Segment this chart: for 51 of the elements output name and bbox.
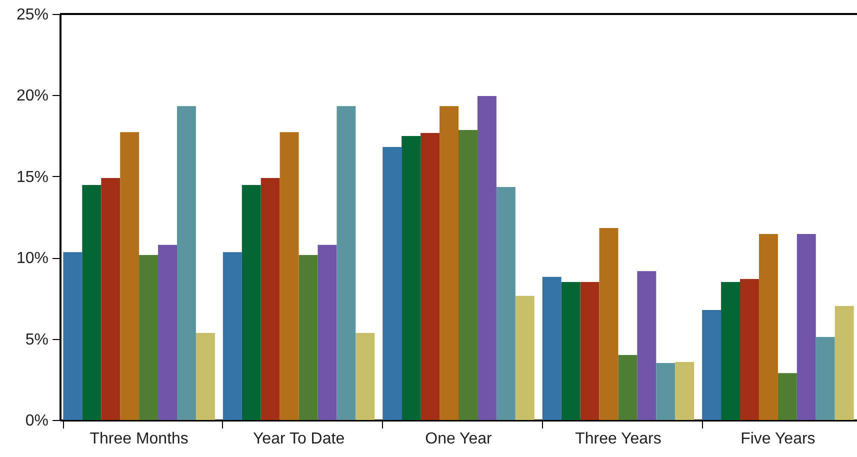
bar bbox=[63, 252, 82, 420]
bar bbox=[120, 132, 140, 420]
y-tick-label: 15% bbox=[16, 168, 48, 186]
bar bbox=[298, 255, 318, 420]
bar bbox=[834, 306, 854, 420]
bar bbox=[496, 186, 516, 420]
x-tick-label: Five Years bbox=[740, 430, 816, 448]
bar bbox=[618, 355, 638, 420]
bar bbox=[222, 252, 242, 420]
bar bbox=[816, 337, 835, 420]
bar bbox=[796, 234, 816, 420]
bar bbox=[260, 178, 280, 420]
bar bbox=[382, 147, 402, 420]
bar bbox=[196, 332, 215, 420]
bar bbox=[758, 234, 778, 420]
bar bbox=[280, 132, 299, 420]
bar bbox=[515, 296, 534, 420]
y-tick-label: 0% bbox=[25, 412, 48, 430]
bar bbox=[675, 362, 694, 420]
y-tick-label: 25% bbox=[16, 6, 48, 24]
bar bbox=[242, 185, 261, 420]
bar bbox=[336, 106, 356, 420]
bar bbox=[721, 282, 740, 420]
bar bbox=[458, 130, 478, 420]
x-tick-label: Three Months bbox=[90, 430, 188, 448]
bar bbox=[580, 282, 600, 420]
y-tick-label: 10% bbox=[16, 250, 48, 268]
bar bbox=[420, 133, 440, 420]
bar bbox=[402, 136, 421, 420]
bar bbox=[101, 178, 120, 420]
y-tick-label: 5% bbox=[25, 331, 48, 348]
bar bbox=[318, 244, 337, 420]
bar bbox=[440, 106, 458, 420]
bar bbox=[656, 363, 676, 420]
bar bbox=[740, 279, 759, 420]
bar bbox=[778, 373, 797, 420]
bar bbox=[561, 282, 580, 420]
bar bbox=[542, 276, 562, 420]
bar bbox=[139, 255, 158, 420]
x-tick-label: Three Years bbox=[575, 430, 662, 448]
bar bbox=[82, 185, 102, 420]
bar bbox=[158, 244, 177, 420]
x-tick-label: One Year bbox=[425, 430, 493, 448]
bar bbox=[477, 96, 496, 420]
y-tick-label: 20% bbox=[16, 88, 48, 105]
bar bbox=[356, 332, 375, 420]
bar bbox=[176, 106, 196, 420]
bar bbox=[599, 228, 618, 420]
bar bbox=[637, 271, 656, 420]
bar bbox=[702, 310, 722, 420]
x-tick-label: Year To Date bbox=[252, 430, 345, 448]
